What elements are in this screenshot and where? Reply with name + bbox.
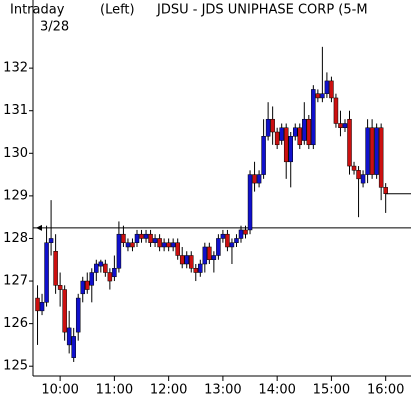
candle-body (256, 174, 262, 184)
candle-body (234, 238, 239, 243)
candle-body (184, 255, 189, 265)
candle-body (329, 80, 334, 99)
x-tick-label: 14:00 (258, 383, 295, 398)
candle-body (238, 229, 244, 239)
candle-body (57, 285, 63, 290)
candle-body (48, 238, 54, 243)
candle-body (193, 268, 199, 273)
candle-body (107, 272, 113, 282)
candle-body (66, 327, 72, 346)
candle-body (157, 238, 162, 248)
candle-body (216, 238, 221, 256)
candle-body (311, 89, 316, 146)
candle-body (139, 233, 144, 239)
candle-body (283, 127, 289, 163)
candle-body (125, 242, 131, 248)
candle-body (207, 246, 212, 261)
reference-marker (36, 224, 42, 231)
y-tick-label: 128 (3, 231, 28, 246)
candle-body (297, 127, 303, 146)
candle-body (175, 242, 180, 256)
candle-body (39, 302, 45, 312)
candle-body (265, 118, 271, 137)
candle-body (252, 174, 257, 184)
candle-body (202, 246, 208, 265)
candle-body (161, 242, 167, 248)
candle-body (288, 136, 293, 163)
candle-body (261, 136, 266, 175)
candle-body (80, 280, 85, 295)
candle-body (44, 242, 49, 303)
candle-body (89, 272, 95, 286)
x-tick-label: 13:00 (204, 383, 241, 398)
chart-date: 3/28 (40, 20, 69, 35)
y-tick-label: 127 (3, 274, 28, 289)
candle-body (315, 93, 321, 99)
candle-body (166, 242, 171, 248)
candle-body (243, 229, 248, 235)
candle-body (369, 127, 375, 175)
candle-body (121, 233, 126, 243)
candle-body (53, 250, 58, 286)
candle-body (143, 233, 149, 239)
candle-body (306, 118, 312, 146)
axis-side: (Left) (100, 3, 135, 18)
x-tick-label: 16:00 (367, 383, 404, 398)
candle-body (302, 118, 307, 141)
x-tick-label: 11:00 (96, 383, 133, 398)
candle-body (211, 255, 217, 261)
y-tick-label: 126 (3, 316, 28, 331)
candle-body (98, 261, 104, 267)
candle-body (347, 118, 352, 167)
y-tick-label: 131 (3, 103, 28, 118)
candle-body (116, 233, 122, 269)
y-tick-label: 130 (3, 146, 28, 161)
x-tick-label: 12:00 (150, 383, 187, 398)
candle-body (247, 174, 253, 231)
candle-body (220, 233, 226, 239)
candle-body (62, 289, 67, 333)
candle-body (152, 238, 158, 243)
candle-body (292, 127, 298, 137)
y-tick-label: 129 (3, 188, 28, 203)
candle-body (198, 263, 203, 273)
y-tick-label: 125 (3, 359, 28, 374)
candle-body (374, 127, 379, 175)
candle-body (279, 127, 284, 141)
candle-body (94, 263, 99, 273)
candle-body (324, 80, 330, 94)
candle-body (351, 165, 357, 171)
candle-body (103, 263, 108, 273)
candle-body (378, 127, 384, 188)
candle-body (338, 123, 343, 128)
candle-body (179, 255, 185, 265)
candle-body (360, 174, 366, 184)
y-tick-label: 132 (3, 61, 28, 76)
x-tick-label: 15:00 (313, 383, 350, 398)
candle-body (71, 336, 76, 358)
candle-body (320, 93, 325, 99)
candle-body (148, 233, 153, 243)
candle-body (229, 242, 235, 248)
candle-body (189, 255, 194, 269)
candle-body (225, 233, 230, 248)
candle-body (130, 242, 135, 248)
chart-title: JDSU - JDS UNIPHASE CORP (5-M (156, 3, 368, 18)
candle-body (333, 97, 339, 124)
candle-body (356, 170, 361, 180)
candle-body (35, 297, 40, 312)
x-tick-label: 10:00 (41, 383, 78, 398)
candle-body (85, 280, 90, 290)
candle-body (365, 127, 370, 175)
candle-body (134, 233, 140, 243)
candle-body (342, 123, 348, 128)
candle-body (112, 268, 117, 278)
candle-body (170, 242, 176, 248)
candle-body (383, 187, 388, 194)
candle-body (75, 297, 81, 333)
chart-label: Intraday (10, 3, 65, 18)
candle-body (274, 131, 280, 146)
candle-body (270, 118, 275, 133)
